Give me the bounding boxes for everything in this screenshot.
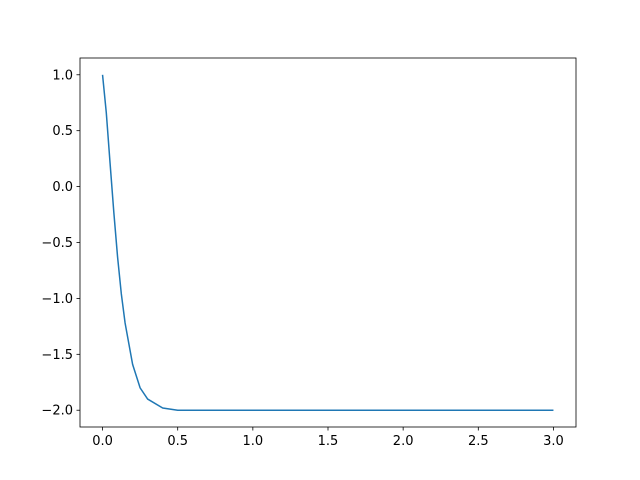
plot-area <box>101 74 554 411</box>
x-axis: 0.0 0.5 1.0 1.5 2.0 2.5 3.0 <box>92 427 564 449</box>
y-tick-label: −1.5 <box>41 348 73 363</box>
x-tick-label: 0.0 <box>92 434 113 449</box>
x-tick-label: 0.5 <box>167 434 188 449</box>
x-tick-label: 2.5 <box>468 434 489 449</box>
y-axis: −2.0 −1.5 −1.0 −0.5 0.0 0.5 1.0 <box>41 68 80 419</box>
y-tick-label: −2.0 <box>41 404 73 419</box>
y-tick-label: 1.0 <box>52 68 73 83</box>
y-tick-label: 0.0 <box>52 180 73 195</box>
y-tick-label: −1.0 <box>41 292 73 307</box>
y-tick-label: 0.5 <box>52 124 73 139</box>
y-tick-label: −0.5 <box>41 236 73 251</box>
series-line <box>101 74 554 411</box>
axes-frame <box>79 57 577 428</box>
x-tick-label: 3.0 <box>543 434 564 449</box>
x-tick-label: 1.5 <box>318 434 339 449</box>
x-tick-label: 1.0 <box>243 434 264 449</box>
x-tick-label: 2.0 <box>393 434 414 449</box>
